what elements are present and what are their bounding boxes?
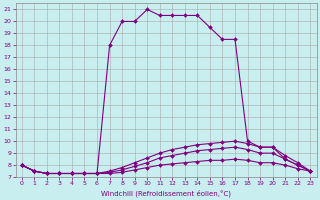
X-axis label: Windchill (Refroidissement éolien,°C): Windchill (Refroidissement éolien,°C) [101,189,231,197]
